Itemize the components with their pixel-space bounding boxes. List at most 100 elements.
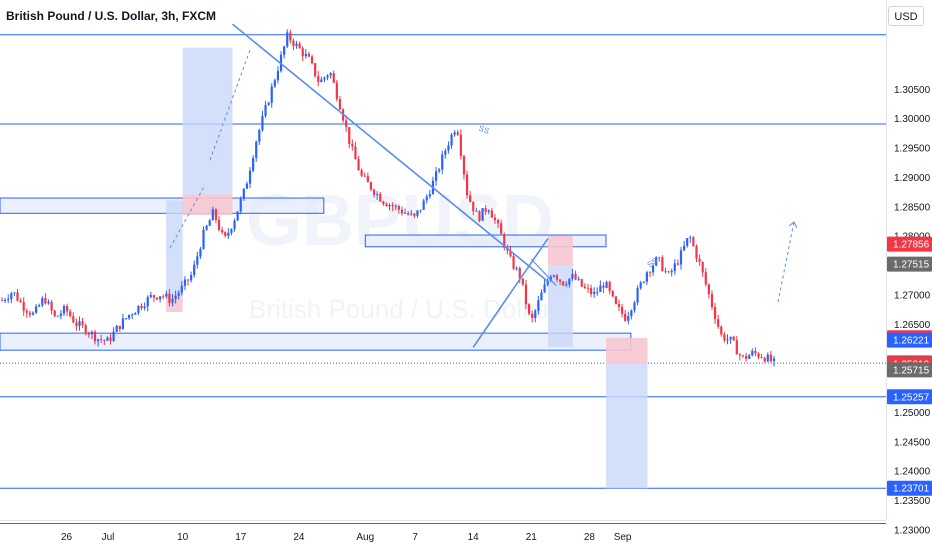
- currency-button[interactable]: USD: [888, 6, 924, 26]
- candle-body: [717, 319, 720, 327]
- candle-body: [496, 220, 500, 224]
- price-tick: 1.27000: [894, 290, 931, 301]
- candle-body: [155, 297, 159, 300]
- candle-body: [317, 76, 320, 83]
- candle-body: [385, 204, 388, 207]
- candle-body: [732, 336, 735, 341]
- candle-body: [31, 312, 35, 315]
- candle-body: [221, 229, 224, 233]
- candle-body: [661, 257, 664, 272]
- candle-body: [78, 321, 81, 327]
- candle-body: [490, 210, 493, 218]
- candle-body: [22, 302, 25, 311]
- price-label: 1.25715: [893, 365, 930, 376]
- price-axis-border: [886, 0, 887, 520]
- candle-body: [35, 306, 38, 313]
- price-label-bg: [887, 389, 932, 405]
- candle-body: [211, 209, 214, 221]
- candle-body: [326, 75, 329, 78]
- candle-body: [698, 258, 701, 262]
- candle-body: [242, 188, 245, 199]
- candle-body: [28, 312, 32, 315]
- price-label-bg: [887, 362, 932, 378]
- candle-body: [38, 305, 41, 307]
- time-tick: Sep: [614, 532, 632, 543]
- candle-body: [323, 77, 326, 80]
- candle-body: [453, 132, 456, 135]
- candle-body: [100, 339, 103, 341]
- candle-body: [227, 232, 230, 236]
- candle-body: [261, 115, 264, 130]
- candle-body: [441, 154, 444, 170]
- candle-body: [205, 225, 208, 230]
- time-tick: 10: [177, 532, 189, 543]
- candle-body: [710, 294, 714, 308]
- candle-body: [611, 290, 614, 297]
- candle-body: [301, 48, 304, 57]
- candle-body: [738, 354, 741, 356]
- candle-body: [363, 175, 366, 177]
- candle-body: [422, 200, 425, 210]
- candle-body: [673, 263, 676, 271]
- time-tick: 26: [61, 532, 73, 543]
- candle-body: [236, 211, 239, 221]
- time-tick: 7: [412, 532, 418, 543]
- candle-body: [47, 301, 50, 304]
- rally-stop-box: [182, 194, 233, 216]
- position-target-box: [606, 363, 648, 489]
- candle-body: [400, 209, 404, 214]
- candle-body: [627, 316, 630, 321]
- candle-body: [624, 313, 627, 321]
- price-label: 1.26221: [893, 336, 930, 347]
- candle-body: [121, 318, 125, 329]
- support-zone: [0, 197, 325, 214]
- candle-body: [329, 73, 332, 76]
- price-tick: 1.29000: [894, 173, 931, 184]
- candle-body: [410, 213, 413, 215]
- price-tick: 1.24500: [894, 437, 931, 448]
- candle-body: [217, 219, 221, 230]
- candle-body: [19, 300, 22, 303]
- candle-body: [208, 220, 211, 226]
- candle-body: [540, 292, 543, 301]
- candle-body: [639, 282, 642, 289]
- time-tick: Aug: [356, 532, 374, 543]
- candle-body: [66, 305, 69, 312]
- candle-body: [744, 356, 748, 359]
- time-tick: 24: [293, 532, 305, 543]
- candle-body: [509, 250, 512, 257]
- candle-body: [289, 32, 292, 41]
- candle-body: [286, 32, 289, 47]
- candle-body: [146, 297, 149, 307]
- candle-body: [695, 246, 698, 259]
- price-label: 1.27856: [893, 240, 930, 251]
- candle-body: [59, 313, 63, 316]
- price-tick: 1.30000: [894, 114, 931, 125]
- price-tick: 1.24000: [894, 467, 931, 478]
- candle-body: [131, 314, 134, 316]
- candle-body: [472, 201, 475, 212]
- candle-body: [416, 210, 419, 216]
- time-tick: 17: [235, 532, 247, 543]
- candle-body: [106, 337, 109, 341]
- candle-body: [518, 268, 521, 279]
- projection-line: [777, 221, 795, 303]
- candle-body: [134, 313, 137, 315]
- short-stop-box: [547, 235, 573, 265]
- candle-body: [382, 201, 385, 205]
- candle-body: [633, 302, 636, 311]
- candle-body: [462, 156, 466, 175]
- candle-body: [162, 296, 165, 298]
- price-tick: 1.26500: [894, 320, 931, 331]
- candle-body: [379, 193, 382, 202]
- candle-body: [475, 211, 478, 212]
- candle-body: [124, 318, 128, 320]
- candle-body: [555, 275, 559, 280]
- candle-body: [7, 299, 10, 301]
- position-stop-box: [606, 337, 648, 364]
- candle-body: [589, 288, 593, 294]
- time-tick: Jul: [102, 532, 115, 543]
- price-tick: 1.30500: [894, 85, 931, 96]
- candle-body: [682, 245, 686, 251]
